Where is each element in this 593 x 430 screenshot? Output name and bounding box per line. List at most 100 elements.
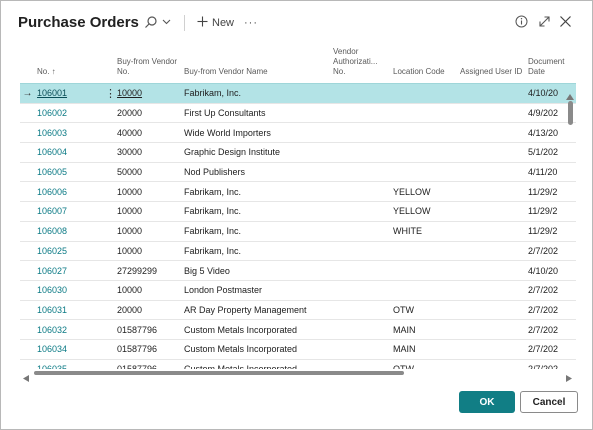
row-menu-icon[interactable] [103,299,115,320]
column-header-vendor-no[interactable]: Buy-from Vendor No. [117,57,178,76]
scroll-right-icon[interactable] [566,369,572,387]
table-row[interactable]: 106035 01587796 Custom Metals Incorporated… [20,358,576,369]
row-arrow-icon [20,161,35,182]
vendor-no-cell[interactable]: 20000 [115,299,182,320]
row-menu-icon[interactable] [103,142,115,163]
vendor-auth-cell [331,181,391,202]
info-button[interactable] [515,11,528,35]
row-menu-icon[interactable] [103,338,115,360]
row-menu-icon[interactable] [103,122,115,143]
vendor-auth-cell [331,319,391,340]
row-menu-icon[interactable] [103,279,115,301]
table-row[interactable]: 106034 01587796 Custom Metals Incorporated… [20,338,576,360]
table-row[interactable]: 106031 20000 AR Day Property Management OTW… [20,299,576,320]
assigned-user-cell [458,83,526,104]
table-row[interactable]: 106002 20000 First Up Consultants 4/9/202 [20,102,576,123]
vendor-auth-cell [331,338,391,360]
order-no-link[interactable]: 106027 [35,260,103,281]
vendor-no-cell[interactable]: 10000 [115,201,182,222]
row-menu-icon[interactable] [103,240,115,261]
vertical-scrollbar[interactable] [566,91,574,369]
column-header-vendor-name[interactable]: Buy-from Vendor Name [184,67,268,76]
vendor-no-cell[interactable]: 30000 [115,142,182,163]
column-header-assigned-user[interactable]: Assigned User ID [460,67,523,76]
vendor-auth-cell [331,358,391,369]
order-no-link[interactable]: 106025 [35,240,103,261]
vendor-name-cell: Fabrikam, Inc. [182,181,331,202]
column-header-document-date[interactable]: Document Date [528,57,565,76]
table-row[interactable]: 106004 30000 Graphic Design Institute 5/1/2… [20,142,576,163]
vendor-no-cell[interactable]: 10000 [115,240,182,261]
scroll-left-icon[interactable] [23,369,29,387]
more-options-button[interactable]: ··· [244,17,258,29]
vendor-no-cell[interactable]: 10000 [115,279,182,301]
column-header-location[interactable]: Location Code [393,67,445,76]
row-menu-icon[interactable] [103,319,115,340]
vendor-no-cell[interactable]: 10000 [115,220,182,241]
row-menu-icon[interactable] [103,102,115,123]
scroll-up-icon[interactable] [566,87,574,105]
location-cell: WHITE [391,220,458,241]
vendor-no-cell[interactable]: 27299299 [115,260,182,281]
row-arrow-icon [20,319,35,340]
row-arrow-icon [20,338,35,360]
vendor-auth-cell [331,279,391,301]
order-no-link[interactable]: 106034 [35,338,103,360]
row-menu-icon[interactable] [103,358,115,369]
order-no-link[interactable]: 106006 [35,181,103,202]
new-button[interactable]: New [197,11,234,35]
table-row[interactable]: 106032 01587796 Custom Metals Incorporated… [20,319,576,340]
order-no-link[interactable]: 106004 [35,142,103,163]
order-no-link[interactable]: 106005 [35,161,103,182]
order-no-link[interactable]: 106007 [35,201,103,222]
horizontal-scroll-thumb[interactable] [34,371,404,375]
ok-button[interactable]: OK [459,391,515,413]
table-row[interactable]: 106025 10000 Fabrikam, Inc. 2/7/202 [20,240,576,261]
order-no-link[interactable]: 106001 [35,83,103,104]
chevron-down-icon [162,17,171,29]
vendor-no-cell[interactable]: 20000 [115,102,182,123]
table-row[interactable]: 106030 10000 London Postmaster 2/7/202 [20,279,576,301]
search-icon [144,15,158,32]
horizontal-scrollbar[interactable] [20,368,576,382]
purchase-orders-grid: No. ↑ Buy-from Vendor No. Buy-from Vendo… [20,47,576,369]
table-row[interactable]: 106027 27299299 Big 5 Video 4/10/20 [20,260,576,281]
vendor-no-cell[interactable]: 01587796 [115,358,182,369]
table-row[interactable]: 106006 10000 Fabrikam, Inc. YELLOW 11/29/2 [20,181,576,202]
column-header-no[interactable]: No. ↑ [37,67,56,76]
expand-button[interactable] [538,11,551,35]
order-no-link[interactable]: 106032 [35,319,103,340]
table-row[interactable]: 106007 10000 Fabrikam, Inc. YELLOW 11/29/2 [20,201,576,222]
vendor-no-cell[interactable]: 50000 [115,161,182,182]
vendor-no-cell[interactable]: 10000 [115,181,182,202]
document-date-cell: 11/29/2 [526,181,576,202]
vertical-scroll-thumb[interactable] [568,101,573,125]
order-no-link[interactable]: 106031 [35,299,103,320]
row-menu-icon[interactable] [103,201,115,222]
order-no-link[interactable]: 106003 [35,122,103,143]
table-row[interactable]: 106005 50000 Nod Publishers 4/11/20 [20,161,576,182]
column-header-vendor-auth[interactable]: Vendor Authorizati... No. [333,47,378,76]
table-row[interactable]: → 106001 ⋮ 10000 Fabrikam, Inc. 4/10/20 [20,83,576,104]
vendor-no-cell[interactable]: 40000 [115,122,182,143]
vendor-no-cell[interactable]: 01587796 [115,338,182,360]
vendor-no-cell[interactable]: 10000 [115,83,182,104]
row-menu-icon[interactable] [103,220,115,241]
table-row[interactable]: 106003 40000 Wide World Importers 4/13/20 [20,122,576,143]
row-menu-icon[interactable]: ⋮ [103,83,115,104]
table-row[interactable]: 106008 10000 Fabrikam, Inc. WHITE 11/29/2 [20,220,576,241]
vendor-auth-cell [331,240,391,261]
location-cell: MAIN [391,319,458,340]
order-no-link[interactable]: 106035 [35,358,103,369]
order-no-link[interactable]: 106030 [35,279,103,301]
cancel-button[interactable]: Cancel [520,391,578,413]
vendor-no-cell[interactable]: 01587796 [115,319,182,340]
order-no-link[interactable]: 106008 [35,220,103,241]
close-button[interactable] [559,11,572,35]
row-menu-icon[interactable] [103,260,115,281]
search-button[interactable] [144,11,171,35]
order-no-link[interactable]: 106002 [35,102,103,123]
row-menu-icon[interactable] [103,181,115,202]
document-date-cell: 2/7/202 [526,299,576,320]
row-menu-icon[interactable] [103,161,115,182]
